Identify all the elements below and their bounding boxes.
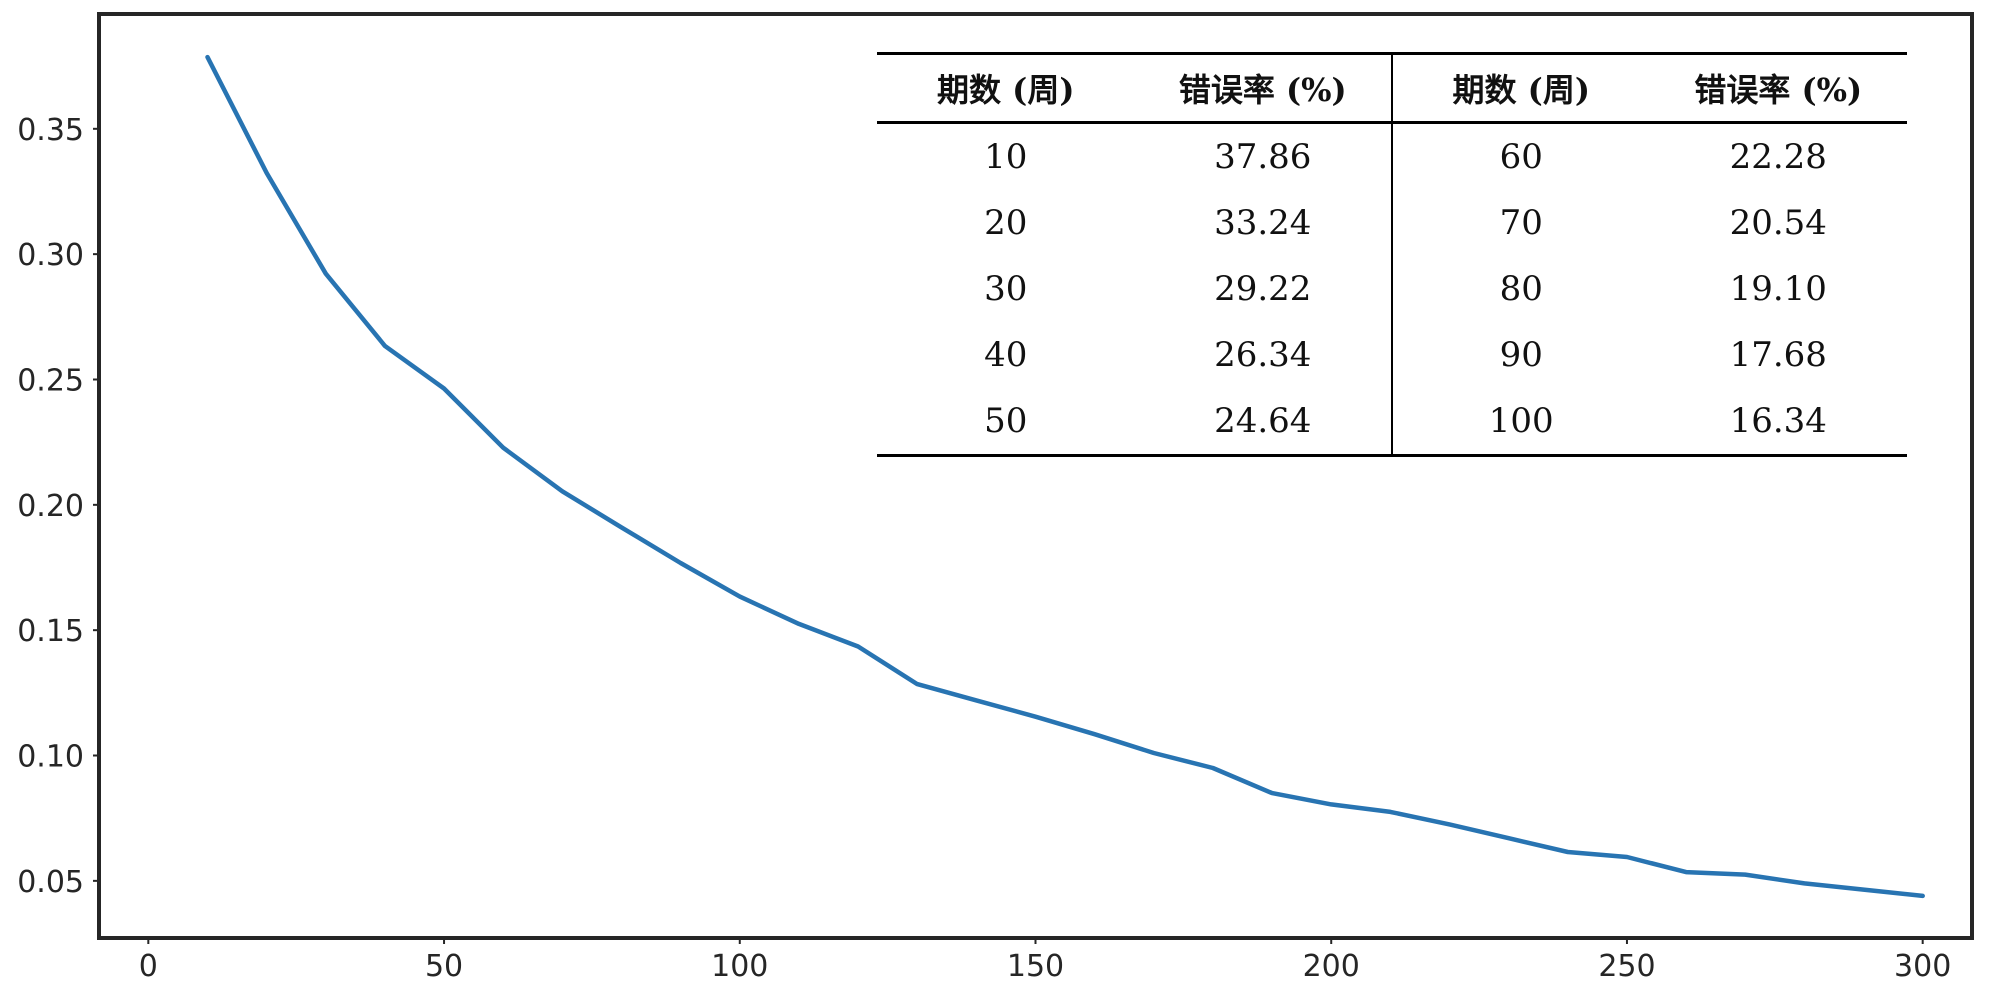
table-cell: 17.68 [1729,335,1827,375]
table-cell: 16.34 [1729,401,1827,441]
x-tick-label: 100 [711,949,768,984]
table-cell: 20.54 [1729,203,1827,243]
y-tick-label: 0.05 [17,865,84,900]
table-cell: 90 [1499,335,1543,375]
table-cell: 29.22 [1134,256,1393,322]
error-rate-table: 期数 (周) 错误率 (%) 期数 (周) 错误率 (%) 10 37.86 6… [877,52,1907,457]
x-axis-ticks: 0 50 100 150 200 250 300 [139,936,1951,984]
table-cell: 22.28 [1729,137,1827,177]
table-cell: 60 [1499,137,1543,177]
table-cell: 19.10 [1729,269,1827,309]
table-cell: 30 [984,269,1028,309]
table-cell: 10 [984,137,1028,177]
plot-frame [97,12,1974,940]
table-row: 20 33.24 70 20.54 [877,190,1907,256]
series-layer [205,54,1925,899]
x-tick-label: 50 [425,949,463,984]
y-tick-label: 0.25 [17,363,84,398]
table-cell: 20 [984,203,1028,243]
series-line [205,54,1925,899]
x-tick-label: 300 [1894,949,1951,984]
table-row: 40 26.34 90 17.68 [877,322,1907,388]
table-cell: 26.34 [1134,322,1393,388]
x-tick-label: 200 [1303,949,1360,984]
table-row: 30 29.22 80 19.10 [877,256,1907,322]
table-cell: 70 [1499,203,1543,243]
table-header-error-rate-1: 错误率 (%) [1134,53,1393,124]
x-tick-label: 250 [1598,949,1655,984]
table-cell: 37.86 [1134,122,1393,190]
x-tick-label: 0 [139,949,158,984]
y-tick-label: 0.35 [17,113,84,148]
table-header-period-2: 期数 (周) [1392,53,1650,124]
y-tick-label: 0.30 [17,238,84,273]
table-cell: 40 [984,335,1028,375]
table-cell: 24.64 [1134,388,1393,456]
table-cell: 33.24 [1134,190,1393,256]
y-tick-label: 0.10 [17,740,84,775]
y-tick-label: 0.20 [17,489,84,524]
table-header-row: 期数 (周) 错误率 (%) 期数 (周) 错误率 (%) [877,53,1907,124]
x-tick-label: 150 [1007,949,1064,984]
table-cell: 50 [984,401,1028,441]
table-cell: 80 [1499,269,1543,309]
table-header-error-rate-2: 错误率 (%) [1649,53,1907,124]
table-row: 50 24.64 100 16.34 [877,388,1907,456]
y-tick-label: 0.15 [17,614,84,649]
y-axis-ticks: 0.05 0.10 0.15 0.20 0.25 0.30 0.35 [17,113,101,900]
table-row: 10 37.86 60 22.28 [877,122,1907,190]
table-cell: 100 [1488,401,1554,441]
table-header-period-1: 期数 (周) [877,53,1135,124]
